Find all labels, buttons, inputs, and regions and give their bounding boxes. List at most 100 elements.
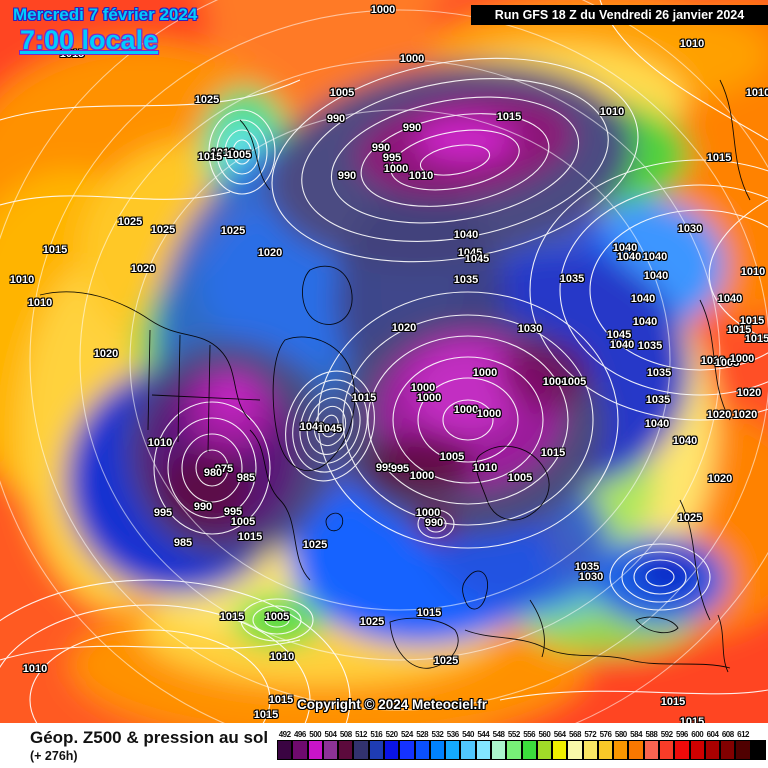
legend-value: 572 <box>584 730 597 739</box>
pressure-label: 1045 <box>606 329 632 341</box>
copyright-label: Copyright © 2024 Meteociel.fr <box>297 697 487 712</box>
legend-swatch <box>521 740 537 760</box>
pressure-label: 1035 <box>637 340 663 352</box>
pressure-label: 1015 <box>59 48 85 60</box>
pressure-label: 995 <box>382 152 402 164</box>
pressure-label: 1000 <box>542 376 568 388</box>
legend-swatch <box>353 740 369 760</box>
pressure-label: 1035 <box>453 274 479 286</box>
pressure-label: 1025 <box>194 94 220 106</box>
pressure-label: 1005 <box>264 611 290 623</box>
legend-step: 528 <box>414 730 430 760</box>
run-info-label: Run GFS 18 Z du Vendredi 26 janvier 2024 <box>494 8 745 22</box>
legend-value: 596 <box>676 730 688 739</box>
pressure-label: 1010 <box>679 38 705 50</box>
pressure-label: 1010 <box>22 663 48 675</box>
pressure-label: 1040 <box>632 316 658 328</box>
legend-step: 592 <box>659 730 675 760</box>
pressure-label: 1010 <box>700 355 726 367</box>
pressure-label: 1010 <box>599 106 625 118</box>
legend-step: 544 <box>475 730 491 760</box>
pressure-label: 1040 <box>672 435 698 447</box>
pressure-label: 995 <box>390 463 410 475</box>
forecast-hour-label: (+ 276h) <box>30 749 78 763</box>
legend-swatch <box>643 740 660 760</box>
pressure-label: 1010 <box>269 651 295 663</box>
legend-value: 556 <box>523 730 536 739</box>
pressure-label: 1000 <box>383 163 409 175</box>
legend-value: 576 <box>599 730 612 739</box>
legend-step: 556 <box>521 730 537 760</box>
pressure-label: 1005 <box>226 149 252 161</box>
legend-swatch <box>475 740 491 760</box>
pressure-label: 1040 <box>644 418 670 430</box>
legend-swatch <box>613 740 629 760</box>
legend-step: 500 <box>307 730 323 760</box>
legend-value: 552 <box>507 730 520 739</box>
legend-value: 608 <box>721 730 734 739</box>
pressure-label: 1000 <box>416 392 442 404</box>
run-info-bar: Run GFS 18 Z du Vendredi 26 janvier 2024 <box>471 5 768 25</box>
legend-value: 516 <box>370 730 383 739</box>
pressure-label: 1015 <box>268 694 294 706</box>
legend-swatch <box>567 740 583 760</box>
pressure-label: 1025 <box>433 655 459 667</box>
pressure-label: 1000 <box>415 507 441 519</box>
legend-swatch <box>277 740 293 760</box>
legend-step: 568 <box>567 730 583 760</box>
pressure-label: 1035 <box>646 367 672 379</box>
legend-step: 548 <box>490 730 507 760</box>
pressure-label: 1040 <box>609 339 635 351</box>
pressure-label: 1015 <box>219 611 245 623</box>
legend-value: 588 <box>645 730 658 739</box>
legend-value: 540 <box>462 730 474 739</box>
isobar-contours <box>0 0 768 723</box>
legend-step: 508 <box>338 730 354 760</box>
pressure-label: 1025 <box>150 224 176 236</box>
pressure-label: 1010 <box>210 147 236 159</box>
pressure-label: 1000 <box>370 4 396 16</box>
coastlines <box>39 79 751 673</box>
legend-value: 532 <box>431 730 444 739</box>
pressure-label: 1010 <box>408 170 434 182</box>
legend-swatch <box>536 740 553 760</box>
pressure-label: 1020 <box>732 409 758 421</box>
pressure-label: 995 <box>375 462 395 474</box>
legend-swatch <box>735 740 751 760</box>
legend-swatch <box>414 740 430 760</box>
pressure-label: 1015 <box>706 152 732 164</box>
pressure-label: 1020 <box>93 348 119 360</box>
legend-step: 516 <box>368 730 384 760</box>
map-title: Géop. Z500 & pression au sol <box>30 728 269 747</box>
legend-value: 604 <box>706 730 719 739</box>
legend-step: 572 <box>582 730 598 760</box>
color-scale-legend: 492 496 500 504 508 512 516 520 524 528 532 536 540 5… <box>277 730 766 760</box>
legend-step: 512 <box>353 730 369 760</box>
legend-swatch <box>338 740 354 760</box>
pressure-label: 1000 <box>729 353 755 365</box>
pressure-label: 1015 <box>726 324 752 336</box>
pressure-label: 990 <box>326 113 346 125</box>
pressure-label: 1005 <box>439 451 465 463</box>
pressure-label: 1005 <box>507 472 533 484</box>
pressure-label: 1015 <box>679 716 705 723</box>
pressure-label: 1005 <box>561 376 587 388</box>
pressure-label: 1030 <box>578 571 604 583</box>
pressure-label: 1000 <box>453 404 479 416</box>
pressure-label: 975 <box>214 463 234 475</box>
legend-value: 560 <box>538 730 551 739</box>
legend-value: 520 <box>385 730 398 739</box>
z500-field-svg <box>0 0 768 723</box>
legend-swatch <box>368 740 384 760</box>
legend-step: 540 <box>460 730 476 760</box>
z500-color-field <box>0 0 768 723</box>
pressure-label: 1015 <box>253 709 279 721</box>
legend-value: 500 <box>309 730 322 739</box>
legend-swatch <box>307 740 323 760</box>
legend-swatch <box>399 740 415 760</box>
legend-step: 532 <box>429 730 446 760</box>
pressure-label: 1000 <box>399 53 425 65</box>
pressure-label: 1040 <box>643 270 669 282</box>
pressure-label: 1015 <box>416 607 442 619</box>
legend-step: 576 <box>597 730 614 760</box>
